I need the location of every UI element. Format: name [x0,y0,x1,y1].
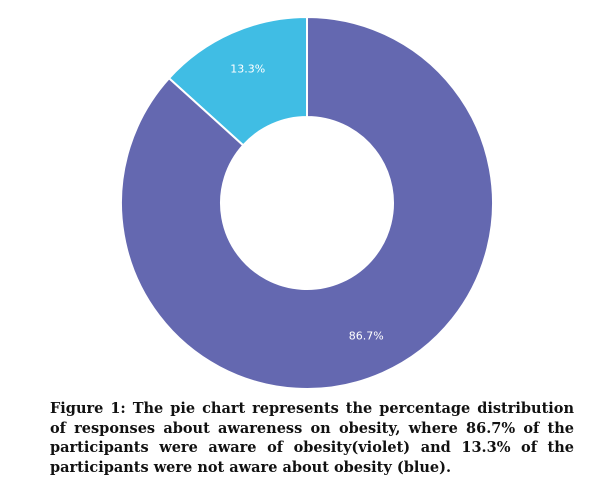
slice-label-aware: 86.7% [349,329,384,342]
figure-caption: Figure 1: The pie chart represents the p… [50,400,574,476]
donut-chart-svg: 13.3% 86.7% [120,15,494,390]
slice-label-not-aware: 13.3% [230,63,265,76]
donut-chart: 13.3% 86.7% [120,15,494,390]
slice-aware [120,15,494,390]
